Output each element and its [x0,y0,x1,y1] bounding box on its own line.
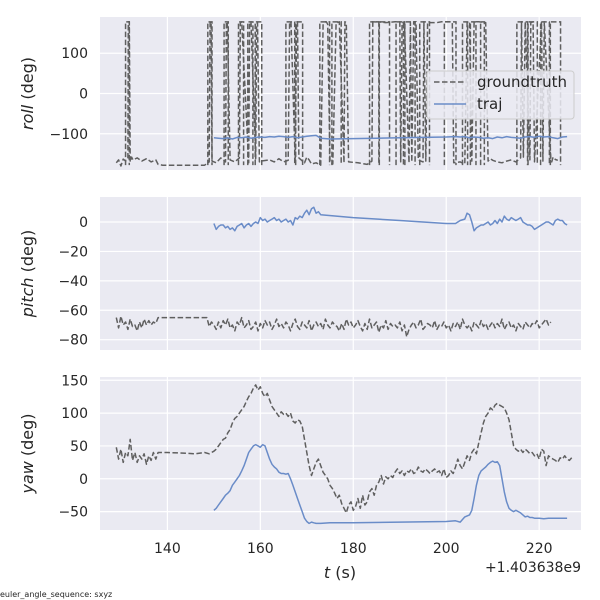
wrap-band [404,21,416,166]
y-axis-label-roll: roll (deg) [18,57,37,130]
y-tick-label: 150 [61,373,88,389]
x-tick-label: 140 [154,541,181,557]
legend-label-traj: traj [477,95,502,113]
series-line-traj [213,134,568,140]
wrap-band [368,21,380,166]
series-line-groundtruth [115,384,573,514]
wrap-band [539,21,551,166]
panel-roll: 100 0 −100 roll (deg) groundtruth traj [18,17,581,170]
y-tick-label: 0 [79,215,88,231]
wrap-band [331,21,342,166]
x-offset-text: +1.403638e9 [485,560,581,576]
y-axis-label-pitch: pitch (deg) [18,230,37,319]
wrap-band [285,21,296,166]
y-tick-label: 0 [79,472,88,488]
legend-label-groundtruth: groundtruth [477,73,567,91]
series-traj [213,443,568,525]
panel-pitch: 0 −20 −40 −60 −80 pitch (deg) [18,197,581,350]
x-tick-label: 200 [433,541,460,557]
legend-box [426,70,575,120]
legend: groundtruth traj [426,70,575,120]
y-tick-label: −50 [58,505,88,521]
wrap-band [319,21,331,166]
wrap-band [254,21,263,166]
series-line-groundtruth [115,21,559,167]
y-tick-label: −80 [58,333,88,349]
y-tick-label: 50 [70,439,88,455]
wrap-band [207,21,213,166]
wrap-band [294,21,304,166]
series-line-traj [213,206,568,232]
y-tick-label: −60 [58,303,88,319]
y-tick-label: −100 [50,127,88,143]
y-tick-label: −40 [58,274,88,290]
series-line-traj [213,443,568,525]
panel-background [100,377,581,530]
wrap-band [237,21,245,166]
series-traj [213,206,568,232]
footnote-euler-sequence: euler_angle_sequence: sxyz [0,590,112,599]
wrap-band [223,21,230,166]
y-tick-label: −20 [58,244,88,260]
y-tick-label: 0 [79,87,88,103]
y-tick-label: 100 [61,46,88,62]
x-axis-label: t (s) [324,563,356,582]
x-tick-label: 220 [526,541,553,557]
x-tick-label: 160 [247,541,274,557]
wrap-band [395,21,405,166]
y-axis-label-yaw: yaw (deg) [18,413,37,494]
wrap-band [124,21,131,166]
x-tick-label: 180 [340,541,367,557]
series-line-groundtruth [115,315,552,338]
series-traj [213,134,568,140]
series-groundtruth [115,384,573,514]
wrap-band [247,21,254,166]
series-groundtruth [115,315,552,338]
y-tick-label: 100 [61,406,88,422]
wrap-band [378,21,391,166]
panel-yaw: 150 100 50 0 −50 yaw (deg) [18,373,581,530]
